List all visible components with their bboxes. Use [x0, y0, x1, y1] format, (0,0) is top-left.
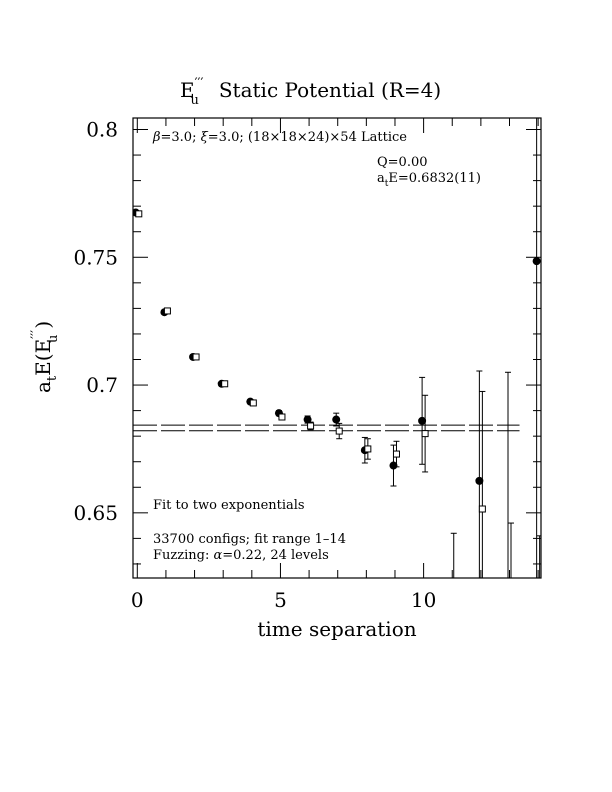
square-marker — [537, 587, 543, 593]
lattice-xi: ξ — [201, 130, 209, 145]
configs-annotation: 33700 configs; fit range 1–14 — [153, 532, 346, 547]
circle-marker — [504, 586, 512, 594]
square-marker — [508, 587, 514, 593]
circle-marker — [389, 461, 398, 470]
lattice-text-2: =3.0; (18×18×24)×54 Lattice — [208, 130, 407, 145]
fuzzing-annotation: Fuzzing: α=0.22, 24 levels — [153, 548, 329, 563]
ylabel-sub: u — [46, 335, 61, 343]
ylabel-E: E(E — [31, 339, 55, 376]
circle-marker — [532, 257, 541, 266]
y-axis-label: atE(E′′′ u) — [29, 321, 61, 393]
square-marker — [421, 430, 429, 438]
fit-label: Fit to two exponentials — [153, 498, 305, 513]
circle-marker — [332, 415, 341, 424]
ylabel-t: t — [45, 375, 60, 381]
fuzz-post: =0.22, 24 levels — [222, 548, 329, 563]
plot-frame — [132, 117, 542, 579]
x-tick-label: 0 — [131, 588, 144, 612]
ylabel-close: ) — [31, 321, 55, 329]
energy-rest: E=0.6832(11) — [388, 171, 481, 186]
y-tick-label: 0.7 — [86, 373, 118, 397]
square-marker — [364, 445, 372, 453]
fuzz-pre: Fuzzing: — [153, 548, 213, 563]
y-tick-label: 0.65 — [73, 501, 118, 525]
square-marker — [135, 210, 143, 218]
x-tick-label: 10 — [411, 588, 436, 612]
lattice-annotation: β=3.0; ξ=3.0; (18×18×24)×54 Lattice — [152, 130, 407, 145]
square-marker — [249, 399, 257, 407]
energy-t: t — [385, 179, 389, 189]
square-marker — [451, 587, 457, 593]
energy-annotation: atE=0.6832(11) — [377, 171, 481, 189]
data-points — [133, 118, 543, 594]
y-tick-label: 0.8 — [86, 118, 118, 142]
title-text: Static Potential (R=4) — [219, 78, 441, 102]
square-marker — [307, 422, 315, 430]
fuzz-alpha: α — [213, 548, 222, 563]
fit-band — [133, 424, 520, 432]
energy-a: a — [377, 171, 385, 186]
lattice-text-1: =3.0; — [161, 130, 201, 145]
title-superscript: ′′′ — [195, 76, 204, 91]
ylabel-a: a — [31, 381, 55, 393]
ylabel-sup: ′′′ — [29, 330, 44, 339]
chart-title: E′′′ u Static Potential (R=4) — [180, 76, 441, 108]
circle-marker — [418, 416, 427, 425]
x-tick-label: 5 — [274, 588, 287, 612]
title-symbol: E — [180, 78, 195, 102]
square-marker — [192, 353, 200, 361]
q-annotation: Q=0.00 — [377, 155, 428, 170]
title-subscript: u — [190, 93, 198, 108]
x-axis-label: time separation — [257, 617, 416, 641]
square-marker — [278, 413, 286, 421]
axis-ticks — [133, 118, 541, 578]
square-marker — [478, 505, 486, 513]
circle-marker — [475, 476, 484, 485]
y-tick-label: 0.75 — [73, 245, 118, 269]
square-marker — [392, 450, 400, 458]
square-marker — [335, 427, 343, 435]
square-marker — [221, 380, 229, 388]
axis-tick-labels: 0 5 10 0.65 0.7 0.75 0.8 — [73, 118, 436, 613]
square-marker — [163, 307, 171, 315]
lattice-beta: β — [152, 130, 161, 145]
circle-marker — [303, 415, 312, 424]
